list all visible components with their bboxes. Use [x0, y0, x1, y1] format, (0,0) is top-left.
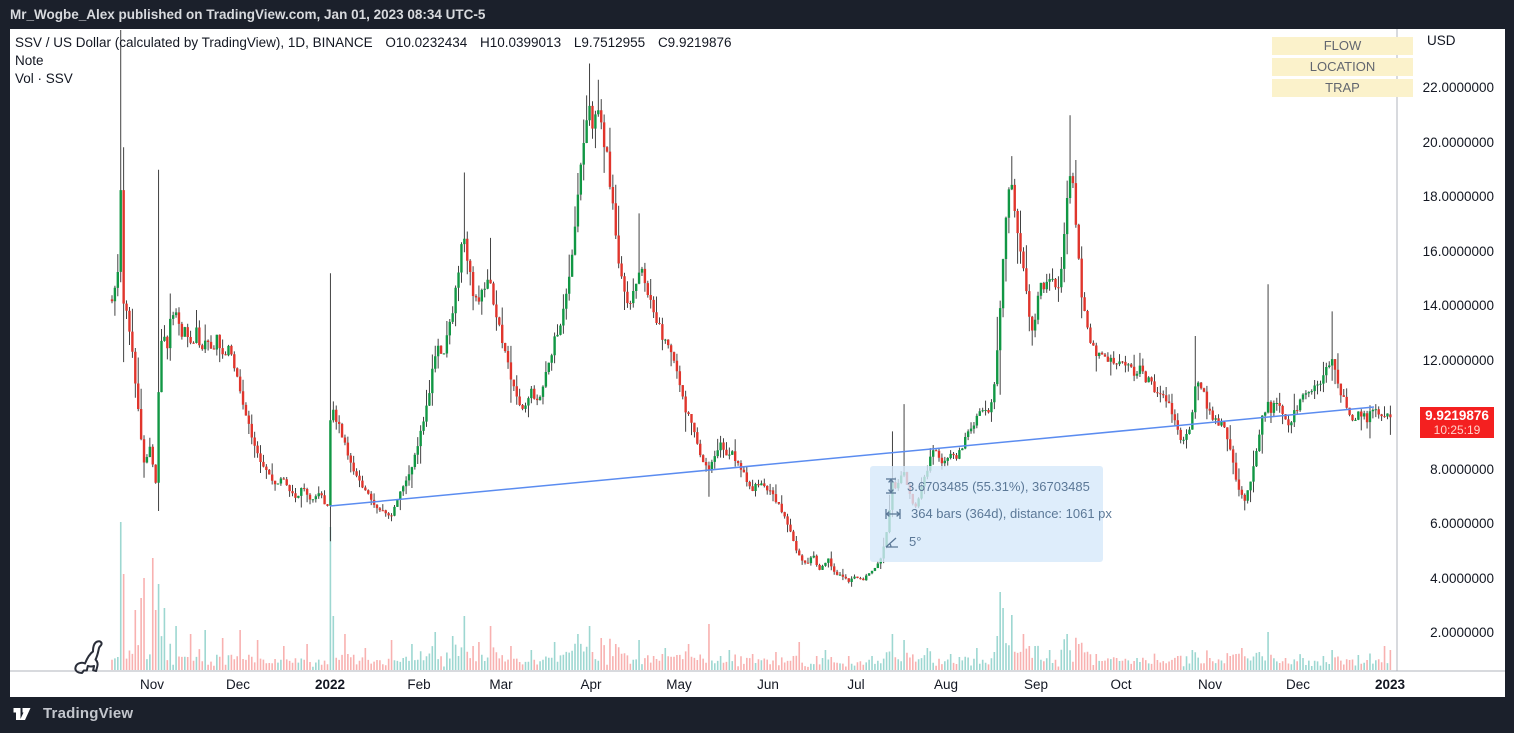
measure-price-row: 3.6703485 (55.31%), 36703485 [884, 477, 1090, 495]
footer-bar: TradingView [0, 697, 1514, 733]
time-scale-tick: 2023 [1374, 677, 1406, 692]
ohlc-close: C9.9219876 [657, 35, 732, 50]
text-annotation[interactable]: FLOW [1272, 37, 1413, 55]
volume-up-bars [114, 522, 1389, 670]
tradingview-link[interactable]: TradingView [13, 705, 133, 722]
volume-indicator-label: Vol · SSV [15, 71, 73, 86]
vertical-measure-icon [886, 478, 896, 494]
publish-header-bar: Mr_Wogbe_Alex published on TradingView.c… [0, 0, 1514, 29]
price-scale-tick: 16.0000000 [1422, 243, 1494, 259]
time-scale-tick: Mar [489, 677, 513, 692]
price-scale-tick: 6.0000000 [1430, 516, 1494, 531]
text-annotation[interactable]: LOCATION [1272, 58, 1413, 76]
trendline[interactable] [329, 406, 1375, 507]
price-scale-tick: 4.0000000 [1430, 570, 1494, 586]
time-scale-tick: Aug [933, 677, 959, 692]
price-scale-tick: 12.0000000 [1422, 352, 1494, 368]
tradingview-wordmark: TradingView [43, 705, 134, 722]
volume-down-bars [111, 558, 1392, 670]
measure-price-change: 3.6703485 (55.31%), 36703485 [907, 478, 1090, 494]
symbol-title-row: SSV / US Dollar (calculated by TradingVi… [15, 34, 741, 51]
angle-icon [885, 537, 898, 548]
price-scale-tick: 18.0000000 [1422, 189, 1494, 204]
measure-tooltip: 3.6703485 (55.31%), 36703485 364 bars (3… [870, 466, 1112, 562]
measure-bar-count: 364 bars (364d), distance: 1061 px [911, 506, 1112, 521]
dino-icon [72, 637, 108, 684]
last-price-tag: 9.9219876 10:25:19 [1420, 407, 1494, 438]
time-scale-tick: Jun [757, 677, 779, 692]
price-scale-tick: 20.0000000 [1422, 134, 1494, 150]
time-scale-tick: Oct [1110, 677, 1132, 692]
chart-text-annotations: FLOW LOCATION TRAP [1272, 37, 1413, 100]
time-scale-tick: Dec [1285, 677, 1310, 692]
measure-angle-row: 5° [884, 534, 921, 549]
ohlc-open: O10.0232434 [385, 35, 468, 50]
candle-bodies-up [113, 105, 1389, 583]
measure-angle: 5° [909, 534, 922, 549]
time-scale-tick: Jul [847, 677, 865, 692]
time-scale-tick: Feb [407, 677, 431, 692]
chart-panel [10, 29, 1505, 697]
tradingview-logo-icon [13, 707, 31, 720]
price-scale-currency: USD [1427, 33, 1456, 48]
price-scale-tick: 14.0000000 [1422, 298, 1494, 313]
horizontal-measure-icon [885, 508, 901, 519]
bar-countdown: 10:25:19 [1433, 423, 1481, 437]
time-scale-tick: Dec [225, 677, 250, 692]
time-scale-tick: Nov [1197, 677, 1222, 692]
chart-legend: SSV / US Dollar (calculated by TradingVi… [15, 34, 741, 87]
ohlc-high: H10.0399013 [480, 35, 562, 50]
time-scale-tick: Apr [580, 677, 602, 692]
time-scale-tick: Nov [139, 677, 164, 692]
time-scale-tick: 2022 [314, 677, 346, 692]
time-scale-tick: May [666, 677, 692, 692]
candle-bodies-down [110, 105, 1392, 582]
measure-bars-row: 364 bars (364d), distance: 1061 px [884, 506, 1112, 521]
price-scale-tick: 2.0000000 [1430, 625, 1494, 640]
symbol-title: SSV / US Dollar (calculated by TradingVi… [15, 35, 373, 50]
time-scale-tick: Sep [1023, 677, 1049, 692]
last-price-value: 9.9219876 [1425, 408, 1489, 423]
ohlc-low: L9.7512955 [573, 35, 646, 50]
note-indicator-label: Note [15, 53, 44, 68]
publish-attribution: Mr_Wogbe_Alex published on TradingView.c… [10, 7, 486, 22]
price-scale-tick: 8.0000000 [1430, 461, 1494, 477]
price-scale-tick: 22.0000000 [1422, 80, 1494, 95]
candle-wicks [111, 30, 1391, 587]
text-annotation[interactable]: TRAP [1272, 79, 1413, 97]
